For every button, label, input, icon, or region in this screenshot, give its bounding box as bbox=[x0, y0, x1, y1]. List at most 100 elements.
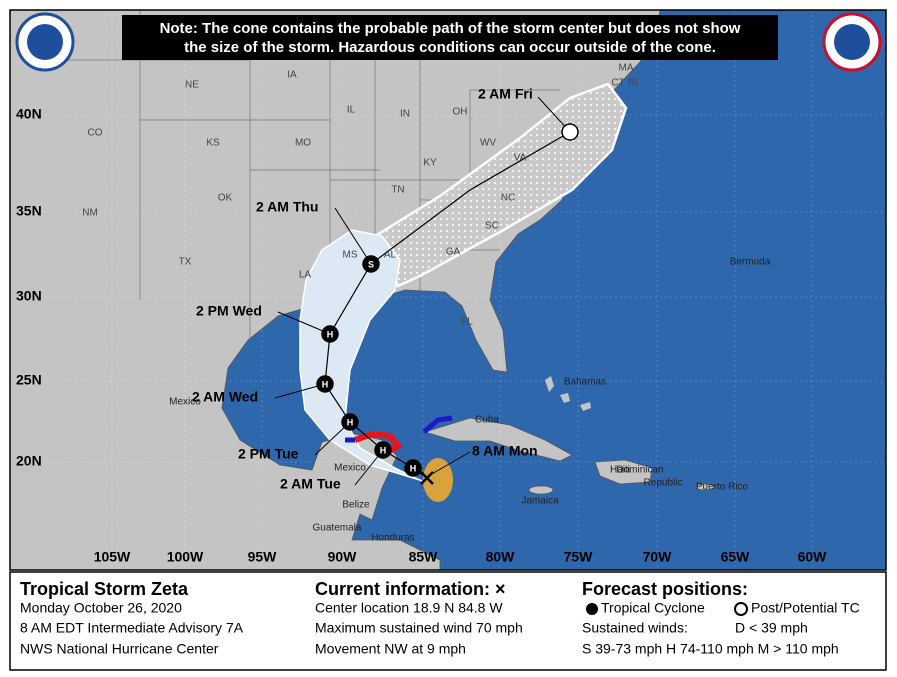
state-label: NC bbox=[501, 193, 515, 204]
forecast-marker bbox=[362, 255, 380, 273]
state-label: WV bbox=[480, 138, 496, 149]
place-label: Dominican bbox=[616, 465, 663, 476]
note-line: the size of the storm. Hazardous conditi… bbox=[184, 39, 716, 56]
state-label: SC bbox=[485, 221, 499, 232]
bahamas bbox=[545, 376, 591, 411]
state-label: RI bbox=[628, 78, 638, 89]
forecast-label: 2 AM Tue bbox=[280, 476, 341, 492]
current-line: Maximum sustained wind 70 mph bbox=[315, 620, 523, 636]
state-label: KS bbox=[206, 138, 220, 149]
state-label: TX bbox=[179, 257, 192, 268]
state-label: KY bbox=[423, 158, 437, 169]
state-label: AL bbox=[384, 250, 397, 261]
state-label: MS bbox=[343, 250, 358, 261]
place-label: Belize bbox=[342, 500, 370, 511]
tropical-storm-warning bbox=[345, 415, 453, 443]
forecast-label: 2 PM Tue bbox=[238, 446, 299, 462]
longitude-label: 95W bbox=[248, 549, 278, 565]
place-label: Cuba bbox=[475, 415, 499, 426]
state-label: NE bbox=[185, 80, 199, 91]
forecast-label: 2 AM Fri bbox=[478, 86, 533, 102]
current-line: Movement NW at 9 mph bbox=[315, 641, 466, 657]
marker-letter: S bbox=[567, 127, 573, 137]
latitude-label: 20N bbox=[16, 453, 42, 469]
legend-tc-icon bbox=[586, 603, 598, 615]
current-line: Center location 18.9 N 84.8 W bbox=[315, 600, 503, 616]
jamaica bbox=[528, 485, 554, 495]
state-label: VA bbox=[514, 153, 527, 164]
state-label: GA bbox=[446, 247, 461, 258]
state-label: OH bbox=[453, 107, 468, 118]
place-label: Guatemala bbox=[313, 523, 362, 534]
longitude-label: 70W bbox=[643, 549, 673, 565]
place-label: Mexico bbox=[169, 397, 201, 408]
current-position bbox=[420, 471, 434, 485]
cuba bbox=[423, 417, 573, 462]
forecast-marker bbox=[341, 413, 359, 431]
marker-letter: H bbox=[410, 463, 417, 473]
noaa-logo-inner bbox=[27, 24, 63, 60]
note-line: Note: The cone contains the probable pat… bbox=[160, 20, 741, 37]
latitude-label: 40N bbox=[16, 106, 42, 122]
winds-class: D < 39 mph bbox=[735, 620, 808, 636]
state-label: TN bbox=[391, 185, 404, 196]
place-label: Haiti bbox=[610, 465, 630, 476]
state-label: OK bbox=[218, 193, 233, 204]
longitude-label: 75W bbox=[564, 549, 594, 565]
marker-letter: H bbox=[322, 379, 329, 389]
place-label: Mexico bbox=[334, 463, 366, 474]
longitude-label: 60W bbox=[798, 549, 828, 565]
winds-heading: Sustained winds: bbox=[582, 620, 688, 636]
note-box bbox=[122, 15, 778, 60]
forecast-label: 2 PM Wed bbox=[196, 303, 262, 319]
state-label: CO bbox=[88, 128, 103, 139]
info-line: Monday October 26, 2020 bbox=[20, 600, 182, 616]
place-label: Bahamas bbox=[564, 377, 606, 388]
forecast-marker bbox=[374, 441, 392, 459]
forecast-marker bbox=[316, 375, 334, 393]
leader-lines bbox=[274, 96, 571, 486]
longitude-label: 105W bbox=[94, 549, 131, 565]
puerto-rico bbox=[695, 483, 715, 491]
place-label: Republic bbox=[644, 478, 683, 489]
map: S 2 AM Fri S 2 AM Thu H 2 PM Wed H 2 AM Wed H 2 P… bbox=[10, 10, 886, 570]
info-line: NWS National Hurricane Center bbox=[20, 641, 219, 657]
longitude-label: 65W bbox=[721, 549, 751, 565]
state-label: MO bbox=[295, 138, 311, 149]
longitude-label: 90W bbox=[328, 549, 358, 565]
map-frame bbox=[9, 9, 887, 571]
info-panel bbox=[9, 571, 887, 671]
legend-item: Tropical Cyclone bbox=[601, 600, 705, 616]
info-line: 8 AM EDT Intermediate Advisory 7A bbox=[20, 620, 244, 636]
state-label: NM bbox=[82, 208, 98, 219]
forecast-label: 8 AM Mon bbox=[472, 443, 538, 459]
tropical-storm-winds bbox=[423, 458, 453, 502]
place-label: Jamaica bbox=[521, 496, 559, 507]
state-label: FL bbox=[461, 317, 473, 328]
marker-letter: H bbox=[380, 445, 387, 455]
marker-letter: S bbox=[368, 259, 374, 269]
storm-name: Tropical Storm Zeta bbox=[20, 579, 189, 599]
longitude-label: 85W bbox=[409, 549, 439, 565]
forecast-label: 2 AM Wed bbox=[192, 389, 258, 405]
state-label: MA bbox=[619, 63, 634, 74]
place-label: Puerto Rico bbox=[696, 482, 749, 493]
marker-letter: H bbox=[327, 329, 334, 339]
forecast-marker bbox=[561, 123, 579, 141]
latitude-label: 35N bbox=[16, 203, 42, 219]
current-heading: Current information: × bbox=[315, 579, 506, 599]
winds-class: S 39-73 mph H 74-110 mph M > 110 mph bbox=[582, 641, 839, 657]
forecast-heading: Forecast positions: bbox=[582, 579, 748, 599]
nws-logo-inner bbox=[834, 24, 870, 60]
legend-item: Post/Potential TC bbox=[751, 600, 860, 616]
place-label: Honduras bbox=[371, 533, 414, 544]
forecast-label: 2 AM Thu bbox=[256, 199, 318, 215]
latitude-label: 25N bbox=[16, 372, 42, 388]
longitude-label: 80W bbox=[486, 549, 516, 565]
marker-letter: H bbox=[347, 417, 354, 427]
state-label: IN bbox=[400, 109, 410, 120]
forecast-marker bbox=[404, 459, 422, 477]
longitude-label: 100W bbox=[167, 549, 204, 565]
latitude-label: 30N bbox=[16, 288, 42, 304]
